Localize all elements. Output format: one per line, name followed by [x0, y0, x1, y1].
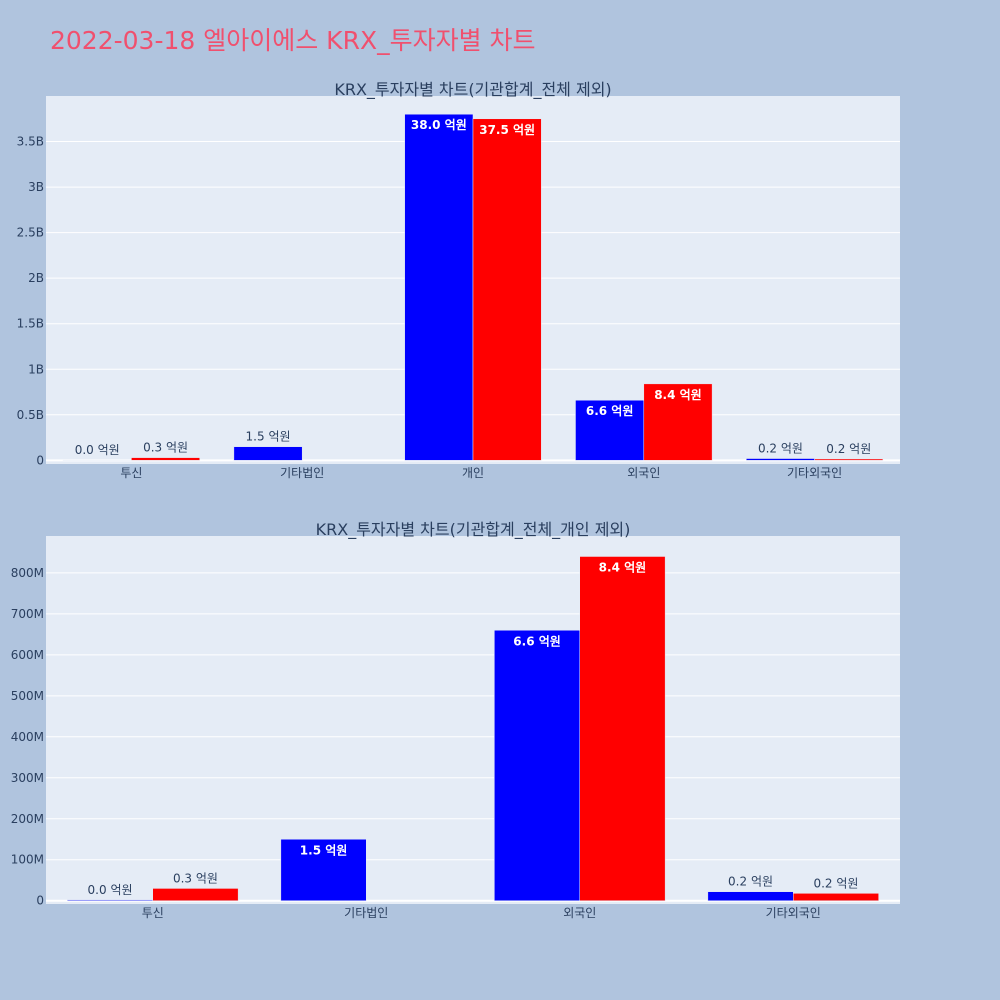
- chart-1-y-tick-label: 1B: [28, 362, 44, 376]
- chart-1-bar-blue: [575, 399, 645, 461]
- chart-2-bar-blue: [280, 839, 367, 901]
- chart-2-y-tick-label: 600M: [11, 648, 44, 662]
- chart-1-data-label: 0.0 억원: [75, 443, 120, 457]
- chart-2-x-tick-label: 기타외국인: [766, 906, 821, 920]
- chart-2-x-tick-label: 기타법인: [344, 906, 388, 920]
- chart-2-y-tick-label: 400M: [11, 730, 44, 744]
- chart-1: 0.0 억원 0.3 억원 1.5 억원 38.0 억원 37.5 억원 6.6 억원 8.…: [17, 80, 900, 480]
- chart-2-data-label: 8.4 억원: [599, 560, 647, 574]
- chart-1-title: KRX_투자자별 차트(기관합계_전체 제외): [334, 80, 611, 100]
- chart-2-data-label: 0.2 억원: [728, 875, 773, 889]
- chart-2-y-tick-label: 700M: [11, 607, 44, 621]
- chart-2-bar-red: [152, 888, 239, 901]
- chart-2-title: KRX_투자자별 차트(기관합계_전체_개인 제외): [316, 520, 631, 540]
- chart-1-data-label: 0.2 억원: [758, 442, 803, 456]
- chart-2-x-tick-label: 외국인: [563, 906, 596, 920]
- chart-1-data-labels: 0.0 억원 0.3 억원 1.5 억원 38.0 억원 37.5 억원 6.6 억원 8.…: [75, 118, 872, 457]
- chart-2-bar-blue: [707, 891, 794, 901]
- chart-2-y-tick-label: 100M: [11, 853, 44, 867]
- chart-2-y-tick-label: 300M: [11, 771, 44, 785]
- chart-1-bar-red: [472, 118, 542, 461]
- chart-2-plot-area: [46, 536, 900, 904]
- chart-2-y-tick-label: 500M: [11, 689, 44, 703]
- chart-2-bar-blue: [67, 899, 153, 901]
- chart-1-bars: [62, 113, 884, 461]
- chart-1-y-tick-label: 2B: [28, 271, 44, 285]
- chart-1-data-label: 1.5 억원: [246, 430, 291, 444]
- chart-1-data-label: 0.3 억원: [143, 441, 188, 455]
- chart-1-data-label: 6.6 억원: [586, 404, 634, 418]
- chart-1-x-tick-label: 개인: [462, 466, 484, 480]
- chart-1-bar-red: [814, 458, 884, 461]
- chart-2-data-label: 0.2 억원: [813, 876, 858, 890]
- chart-1-bar-blue: [746, 458, 815, 461]
- chart-2-data-label: 1.5 억원: [300, 843, 348, 857]
- chart-2-data-labels: 0.0 억원 0.3 억원 1.5 억원 6.6 억원 8.4 억원 0.2 억원 0.2 …: [88, 560, 859, 896]
- chart-2-y-tick-label: 0: [36, 894, 44, 908]
- chart-1-bar-red: [131, 457, 200, 461]
- chart-1-x-tick-label: 기타법인: [280, 466, 324, 480]
- main-title: 2022-03-18 엘아이에스 KRX_투자자별 차트: [50, 26, 536, 55]
- chart-1-x-ticks: 투신 기타법인 개인 외국인 기타외국인: [120, 466, 842, 480]
- chart-2-data-label: 6.6 억원: [513, 634, 561, 648]
- chart-1-y-tick-label: 2.5B: [17, 226, 44, 240]
- chart-1-bar-red: [643, 383, 713, 461]
- chart-1-y-tick-label: 0: [36, 453, 44, 467]
- chart-2-bar-red: [793, 893, 879, 901]
- chart-2-bar-red: [579, 556, 666, 901]
- chart-2-bars: [67, 556, 879, 901]
- chart-2-y-ticks: 0 100M 200M 300M 400M 500M 600M 700M 800M: [11, 566, 44, 908]
- chart-1-x-tick-label: 외국인: [627, 466, 660, 480]
- chart-1-y-tick-label: 0.5B: [17, 408, 44, 422]
- chart-1-y-tick-label: 3.5B: [17, 135, 44, 149]
- chart-2-y-tick-label: 200M: [11, 812, 44, 826]
- chart-2-y-tick-label: 800M: [11, 566, 44, 580]
- chart-1-y-ticks: 0 0.5B 1B 1.5B 2B 2.5B 3B 3.5B: [17, 135, 44, 468]
- chart-1-bar-blue: [404, 113, 474, 461]
- chart-2-bar-blue: [494, 630, 581, 901]
- chart-1-y-tick-label: 1.5B: [17, 317, 44, 331]
- chart-2-data-label: 0.3 억원: [173, 871, 218, 885]
- chart-2-x-tick-label: 투신: [142, 906, 164, 920]
- chart-2-data-label: 0.0 억원: [88, 883, 133, 897]
- chart-1-data-label: 37.5 억원: [479, 123, 535, 137]
- chart-1-bar-blue: [233, 446, 303, 461]
- chart-2: 0.0 억원 0.3 억원 1.5 억원 6.6 억원 8.4 억원 0.2 억원 0.2 …: [11, 520, 900, 920]
- chart-1-y-tick-label: 3B: [28, 180, 44, 194]
- chart-2-x-ticks: 투신 기타법인 외국인 기타외국인: [142, 906, 821, 920]
- chart-1-data-label: 8.4 억원: [654, 388, 702, 402]
- chart-1-x-tick-label: 기타외국인: [787, 466, 842, 480]
- chart-1-data-label: 0.2 억원: [826, 442, 871, 456]
- chart-1-x-tick-label: 투신: [120, 466, 142, 480]
- chart-1-data-label: 38.0 억원: [411, 118, 467, 132]
